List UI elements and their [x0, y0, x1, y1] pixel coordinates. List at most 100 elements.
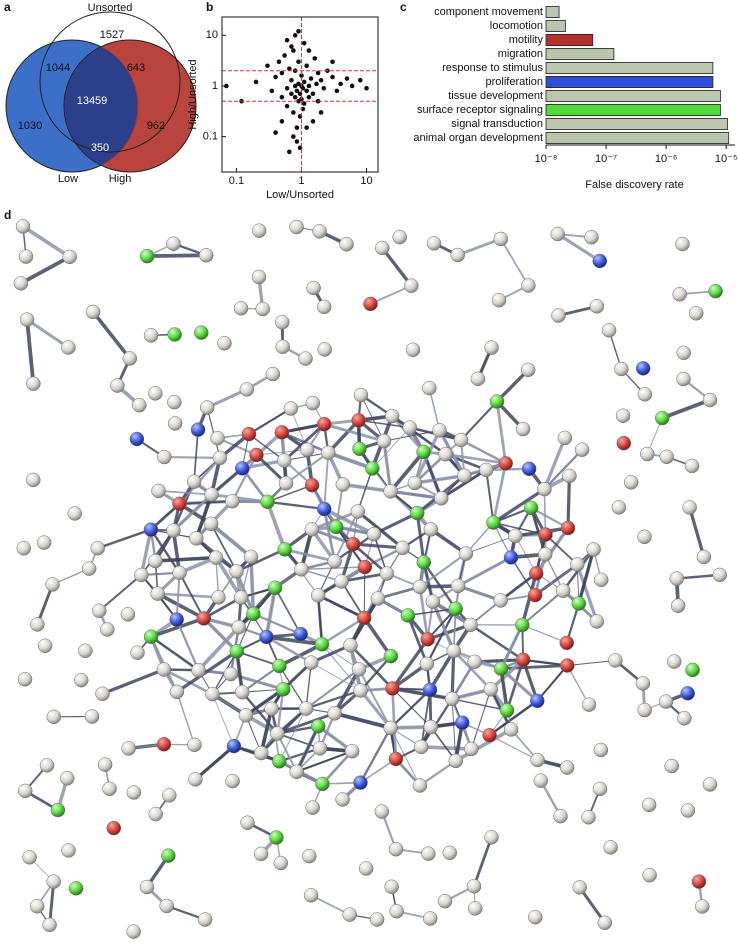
network-edge — [231, 454, 258, 502]
category-label: surface receptor signaling — [417, 104, 543, 116]
network-node — [419, 656, 435, 672]
network-node — [169, 684, 185, 700]
network-edge — [389, 689, 431, 729]
network-node — [523, 500, 539, 516]
network-edge — [341, 572, 388, 583]
network-node — [696, 549, 712, 565]
network-edge — [575, 563, 599, 622]
venn-set-label: Low — [58, 173, 78, 185]
network-edge — [139, 529, 153, 576]
point — [291, 110, 296, 115]
point — [299, 73, 304, 78]
network-node — [592, 253, 608, 269]
network-node — [530, 693, 545, 709]
network-node — [198, 248, 214, 263]
network-node — [100, 622, 115, 637]
point — [349, 83, 355, 89]
network-node — [277, 453, 292, 468]
network-edge — [206, 387, 248, 410]
network-node — [231, 619, 246, 635]
network-node — [306, 280, 321, 296]
network-node — [353, 683, 368, 698]
network-edge — [296, 750, 353, 773]
network-edge — [245, 688, 284, 716]
network-node — [22, 850, 37, 865]
network-node — [450, 247, 465, 263]
network-node — [499, 703, 515, 718]
point — [291, 48, 296, 53]
network-node — [708, 283, 723, 299]
network-edge — [259, 708, 274, 754]
network-edge — [156, 592, 205, 620]
network-edge — [566, 665, 590, 705]
network-node — [383, 648, 399, 664]
network-edge — [534, 564, 578, 596]
network-node — [351, 662, 367, 677]
network-edge — [25, 319, 36, 384]
network-node — [199, 400, 215, 415]
network-node — [126, 924, 141, 939]
venn-count: 1044 — [46, 62, 70, 74]
network-node — [217, 335, 232, 351]
bar — [545, 104, 721, 117]
network-node — [608, 653, 623, 668]
network-node — [672, 287, 687, 302]
network-node — [343, 638, 358, 653]
network-node — [327, 553, 342, 569]
point — [294, 139, 300, 144]
network-node — [45, 577, 60, 592]
point — [279, 70, 285, 76]
venn-overlap — [64, 47, 138, 165]
network-edge — [321, 643, 360, 670]
network-edge — [457, 584, 502, 602]
network-edge — [194, 745, 235, 781]
network-node — [586, 542, 601, 557]
point — [321, 85, 327, 91]
point — [330, 74, 335, 80]
network-edge — [178, 572, 205, 619]
network-node — [676, 345, 691, 361]
network-node — [458, 546, 474, 561]
network-edge — [323, 422, 385, 443]
network-edge — [380, 246, 413, 287]
network-node — [533, 773, 549, 788]
network-edge — [241, 665, 280, 693]
venn-count: 962 — [147, 120, 165, 132]
network-node — [189, 531, 204, 546]
point — [284, 37, 290, 43]
point — [334, 88, 340, 94]
network-node — [680, 803, 696, 818]
network-node — [463, 617, 478, 633]
point — [304, 125, 309, 130]
network-edge — [500, 573, 537, 601]
panel-label: b — [206, 0, 213, 14]
network-node — [392, 229, 407, 245]
network-edge — [147, 253, 207, 259]
network-node — [312, 741, 328, 756]
network-edge — [440, 468, 487, 500]
network-node — [166, 236, 181, 251]
network-node — [420, 632, 435, 647]
network-node — [151, 483, 166, 499]
network-node — [190, 422, 206, 437]
x-tick-label: 10⁻⁸ — [535, 153, 558, 165]
network-edge — [359, 689, 392, 729]
network-edge — [431, 600, 456, 652]
network-node — [91, 603, 107, 619]
network-edge — [97, 528, 152, 550]
network-node — [365, 461, 380, 476]
network-node — [314, 636, 330, 652]
network-edge — [371, 427, 411, 469]
network-node — [483, 682, 499, 697]
network-node — [259, 629, 274, 645]
network-node — [196, 611, 212, 626]
network-node — [400, 608, 416, 623]
network-node — [17, 783, 33, 799]
network-node — [581, 697, 597, 712]
network-node — [239, 382, 255, 397]
network-node — [635, 361, 651, 376]
network-node — [571, 596, 587, 611]
network-node — [36, 535, 52, 550]
network-node — [270, 726, 285, 741]
network-edge — [277, 732, 321, 750]
